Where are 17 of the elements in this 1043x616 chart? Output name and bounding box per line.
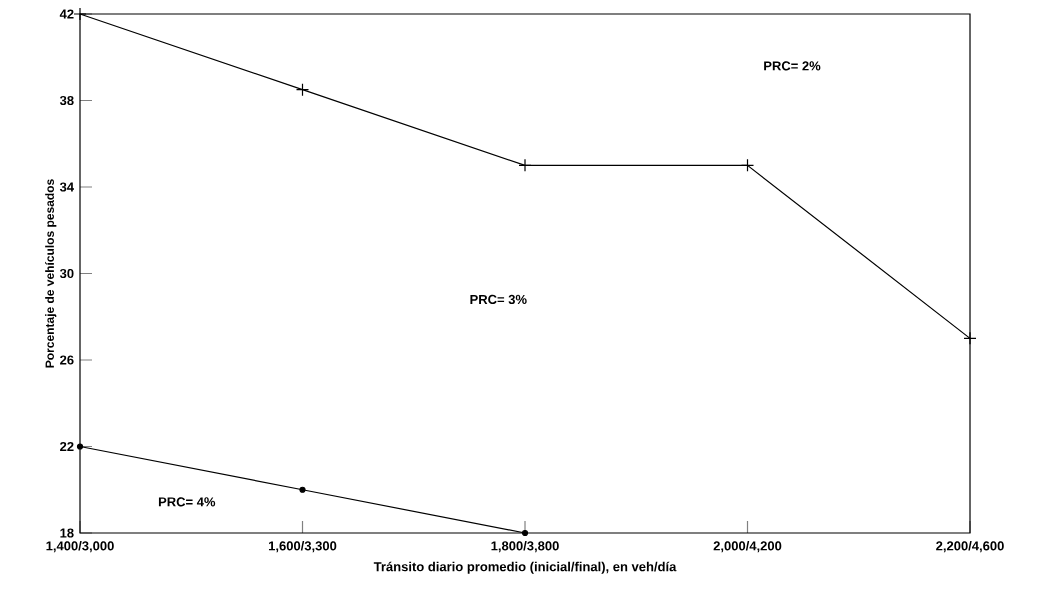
x-tick-label: 1,600/3,300 [268,540,337,553]
y-axis-title: Porcentaje de vehículos pesados [45,179,57,368]
annotation: PRC= 4% [158,497,216,507]
x-tick-label: 1,400/3,000 [46,540,114,553]
x-tick-label: 2,000/4,200 [713,540,782,553]
y-tick-label: 30 [59,268,74,279]
x-axis-title: Tránsito diario promedio (inicial/final), en veh/día [373,561,677,574]
y-tick-label: 18 [60,528,74,538]
y-tick-label: 38 [59,95,74,106]
annotation: PRC= 3% [470,294,527,305]
y-tick-label: 34 [59,182,75,192]
x-tick-label: 2,200/4,600 [936,540,1004,553]
x-tick-label: 1,800/3,800 [491,540,559,553]
annotation: PRC= 2% [764,61,821,71]
y-tick-label: 42 [59,9,74,19]
y-tick-label: 26 [60,355,74,365]
y-tick-label: 22 [60,441,74,452]
